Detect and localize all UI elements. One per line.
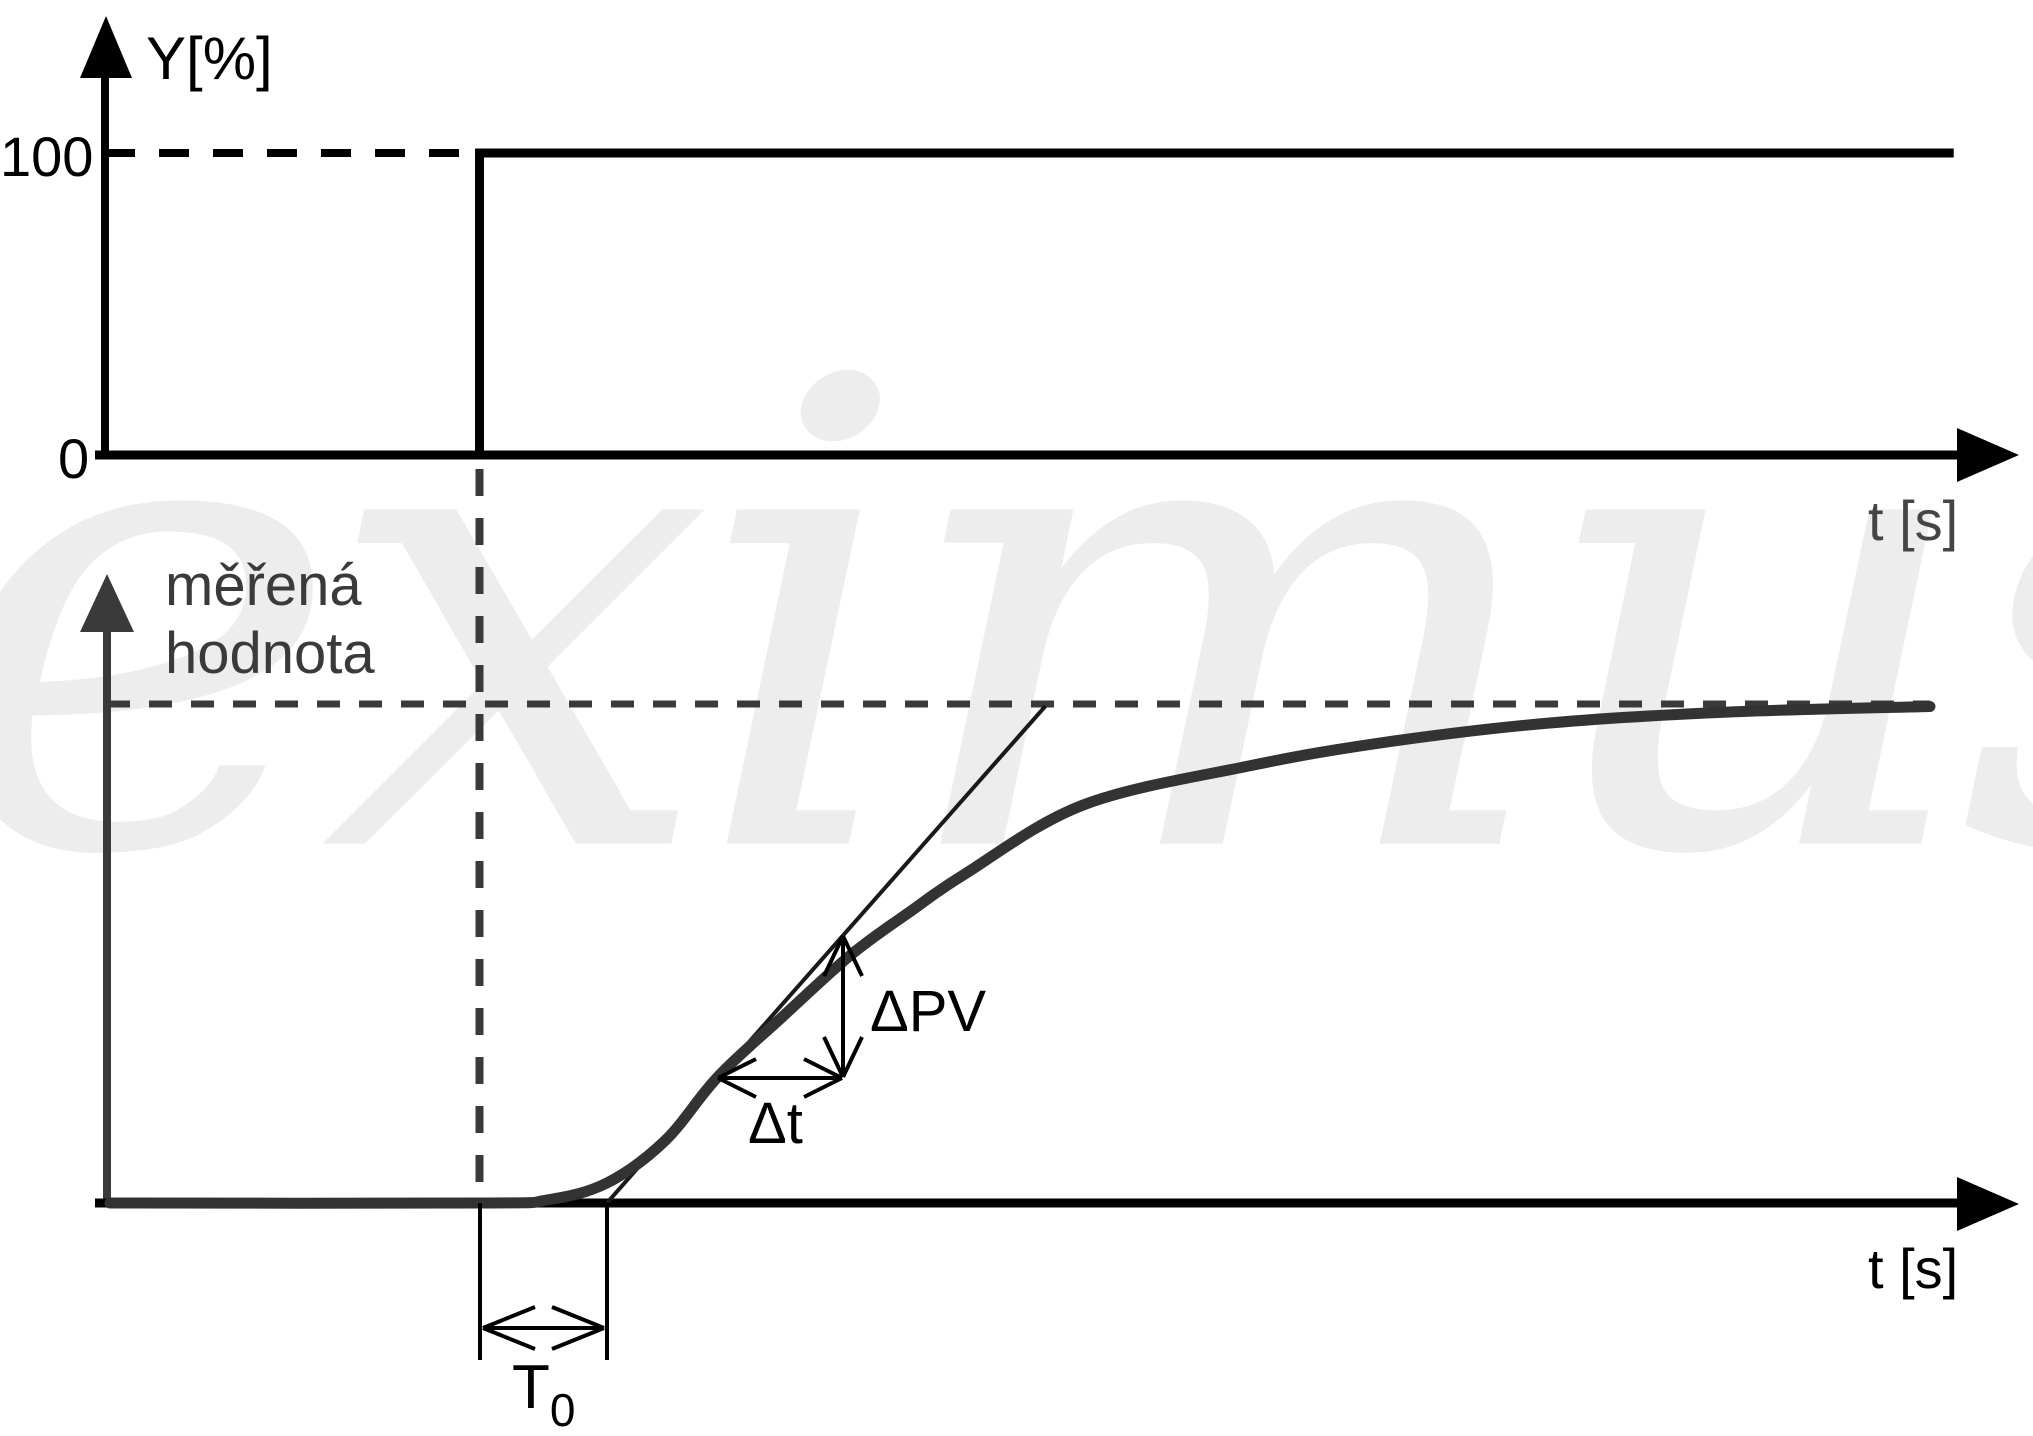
response-curve (104, 701, 1936, 1209)
t0-label: T0 (512, 1352, 575, 1436)
bottom-chart (80, 469, 2019, 1360)
top-y-axis-arrowhead-icon (80, 16, 132, 78)
t0-label-main: T (512, 1353, 550, 1422)
delta-pv-double-arrow-icon (822, 935, 864, 1078)
step-output-line (475, 148, 1954, 455)
bottom-y-axis-arrowhead-icon (80, 574, 134, 632)
top-y-axis-label: Y[%] (146, 25, 273, 92)
top-y-tick-0: 0 (58, 427, 90, 490)
delta-pv-label: ΔPV (870, 979, 987, 1044)
t0-double-arrow-icon (482, 1305, 605, 1351)
bottom-y-axis-label-line1: měřená (165, 553, 362, 618)
bottom-y-axis-label-line2: hodnota (165, 621, 375, 686)
delta-t-label: Δt (748, 1091, 803, 1156)
top-x-axis-arrowhead-icon (1957, 428, 2019, 482)
t0-label-sub: 0 (549, 1384, 576, 1436)
top-y-tick-100: 100 (0, 125, 94, 188)
top-x-axis-label: t [s] (1868, 489, 1959, 552)
top-chart (80, 16, 2019, 482)
bottom-x-axis-arrowhead-icon (1957, 1177, 2019, 1231)
delta-t-double-arrow-icon (717, 1057, 843, 1099)
bottom-x-axis-label: t [s] (1868, 1237, 1959, 1300)
